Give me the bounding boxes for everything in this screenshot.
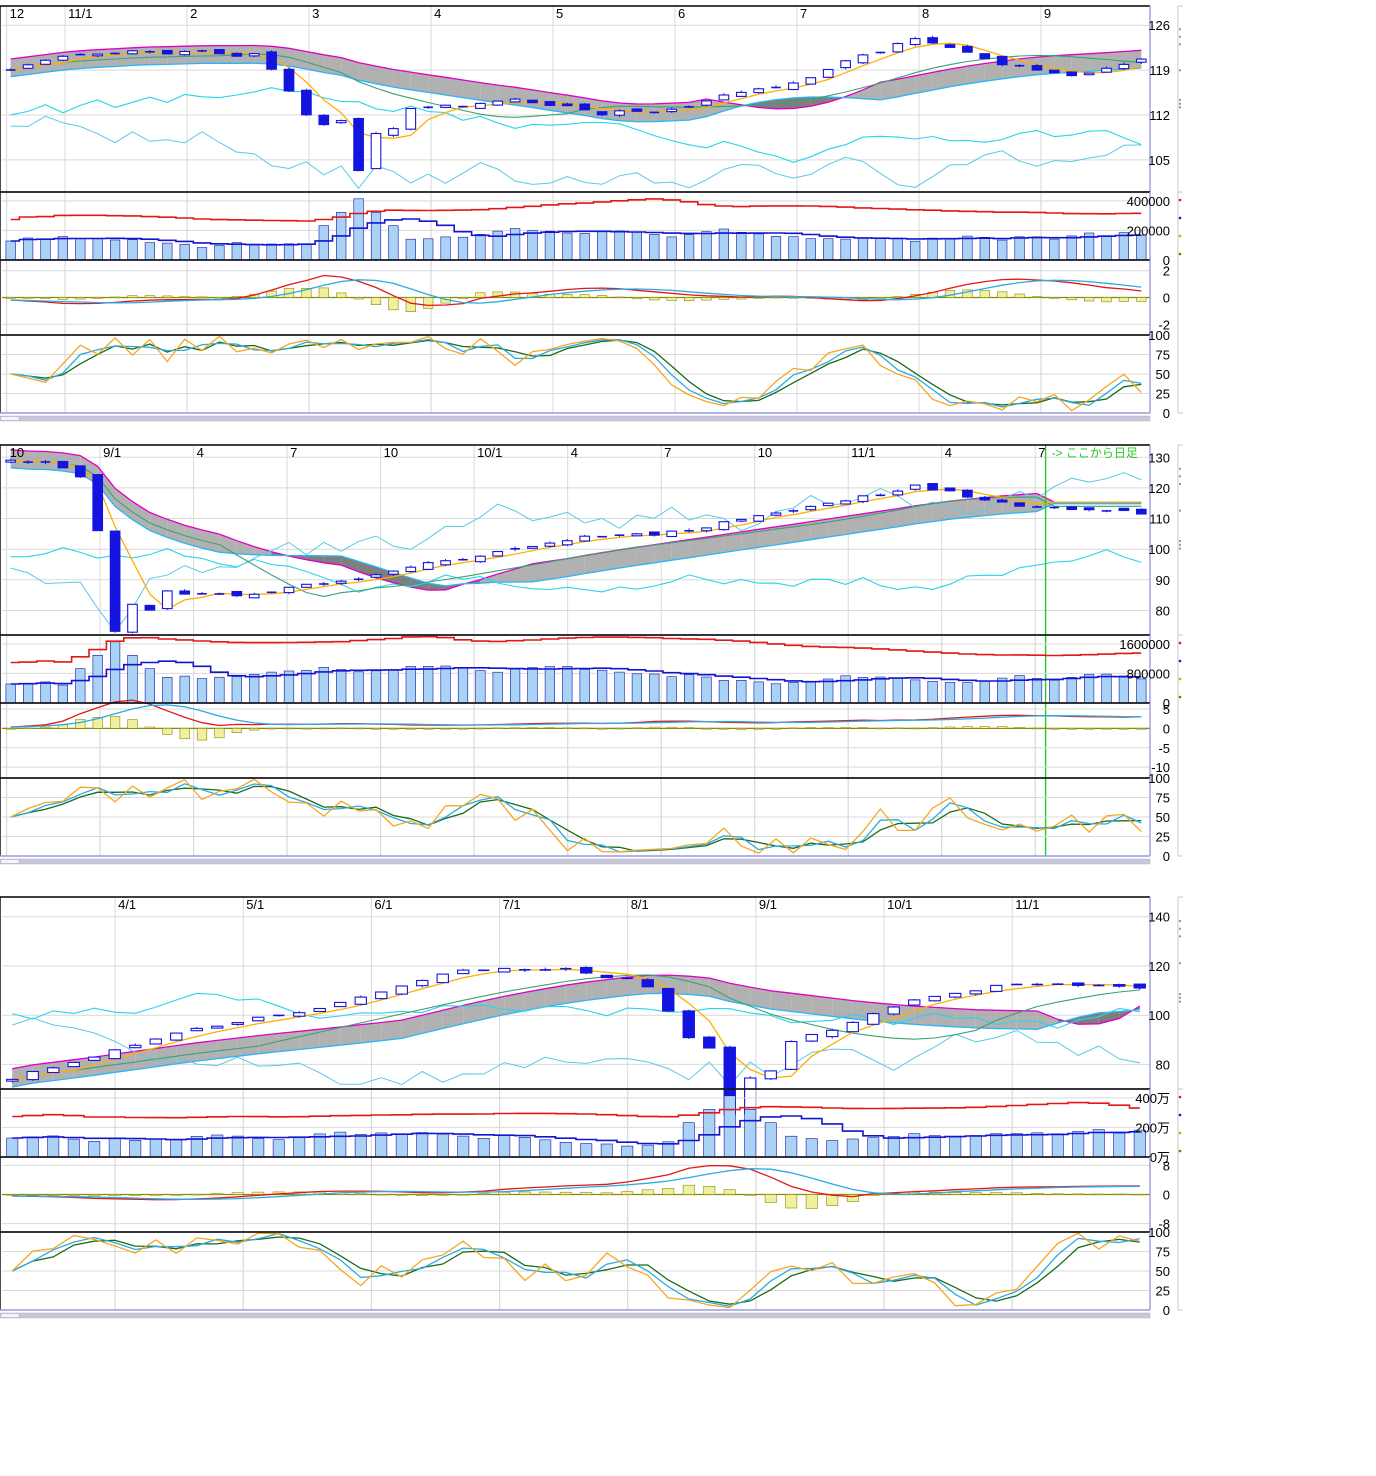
svg-text:4: 4	[434, 6, 441, 21]
svg-text:75: 75	[1156, 348, 1170, 363]
svg-text:126: 126	[1148, 18, 1170, 33]
svg-text:200000: 200000	[1127, 223, 1170, 238]
svg-text:1600000: 1600000	[1119, 637, 1170, 652]
svg-text:100: 100	[1148, 771, 1170, 786]
svg-text:8: 8	[922, 6, 929, 21]
svg-text:105: 105	[1148, 153, 1170, 168]
svg-text:25: 25	[1156, 387, 1170, 402]
svg-text:100: 100	[1148, 1225, 1170, 1240]
svg-text:50: 50	[1156, 1264, 1170, 1279]
svg-text:8/1: 8/1	[631, 897, 649, 912]
svg-text:0: 0	[1163, 1188, 1170, 1203]
svg-text:25: 25	[1156, 1284, 1170, 1299]
svg-text:6/1: 6/1	[374, 897, 392, 912]
svg-text:10/1: 10/1	[477, 445, 502, 460]
svg-text:80: 80	[1156, 604, 1170, 619]
svg-text:120: 120	[1148, 481, 1170, 496]
svg-text:7/1: 7/1	[503, 897, 521, 912]
svg-text:4: 4	[197, 445, 204, 460]
svg-text:7: 7	[290, 445, 297, 460]
svg-text:-5: -5	[1158, 741, 1170, 756]
svg-text:11/1: 11/1	[851, 445, 875, 460]
svg-text:9/1: 9/1	[103, 445, 121, 460]
svg-text:0: 0	[1163, 721, 1170, 736]
svg-text:800000: 800000	[1127, 666, 1170, 681]
svg-text:50: 50	[1156, 367, 1170, 382]
svg-text:80: 80	[1156, 1057, 1170, 1072]
svg-text:6: 6	[678, 6, 685, 21]
svg-text:2: 2	[1163, 264, 1170, 279]
svg-text:120: 120	[1148, 959, 1170, 974]
svg-text:-> ここから日足: -> ここから日足	[1052, 446, 1138, 460]
svg-text:7: 7	[800, 6, 807, 21]
svg-text:4: 4	[945, 445, 952, 460]
svg-text:7: 7	[1038, 445, 1045, 460]
svg-text:119: 119	[1149, 63, 1170, 78]
svg-text:25: 25	[1156, 830, 1170, 845]
svg-text:110: 110	[1149, 512, 1170, 527]
svg-text:5/1: 5/1	[246, 897, 264, 912]
svg-text:10/1: 10/1	[887, 897, 912, 912]
svg-text:9: 9	[1044, 6, 1051, 21]
svg-text:8: 8	[1163, 1158, 1170, 1173]
svg-text:5: 5	[556, 6, 563, 21]
svg-text:200万: 200万	[1135, 1120, 1170, 1135]
svg-text:11/1: 11/1	[68, 6, 92, 21]
svg-text:5: 5	[1163, 702, 1170, 717]
svg-text:140: 140	[1148, 910, 1170, 925]
svg-text:0: 0	[1163, 291, 1170, 306]
svg-text:9/1: 9/1	[759, 897, 777, 912]
svg-text:0: 0	[1163, 849, 1170, 864]
svg-text:12: 12	[10, 6, 24, 21]
svg-text:75: 75	[1156, 791, 1170, 806]
svg-text:400万: 400万	[1135, 1091, 1170, 1106]
svg-text:10: 10	[10, 445, 24, 460]
svg-text:11/1: 11/1	[1015, 897, 1039, 912]
svg-text:400000: 400000	[1127, 194, 1170, 209]
svg-text:100: 100	[1148, 1008, 1170, 1023]
svg-text:3: 3	[312, 6, 319, 21]
svg-text:100: 100	[1148, 328, 1170, 343]
svg-text:112: 112	[1149, 108, 1170, 123]
svg-text:50: 50	[1156, 810, 1170, 825]
svg-text:100: 100	[1148, 542, 1170, 557]
svg-text:4: 4	[571, 445, 578, 460]
svg-text:7: 7	[664, 445, 671, 460]
svg-text:2: 2	[190, 6, 197, 21]
svg-text:4/1: 4/1	[118, 897, 136, 912]
svg-text:0: 0	[1163, 406, 1170, 421]
svg-text:90: 90	[1156, 573, 1170, 588]
svg-text:0: 0	[1163, 1303, 1170, 1318]
svg-text:10: 10	[384, 445, 398, 460]
svg-text:130: 130	[1148, 450, 1170, 465]
svg-text:75: 75	[1156, 1245, 1170, 1260]
svg-text:10: 10	[758, 445, 772, 460]
